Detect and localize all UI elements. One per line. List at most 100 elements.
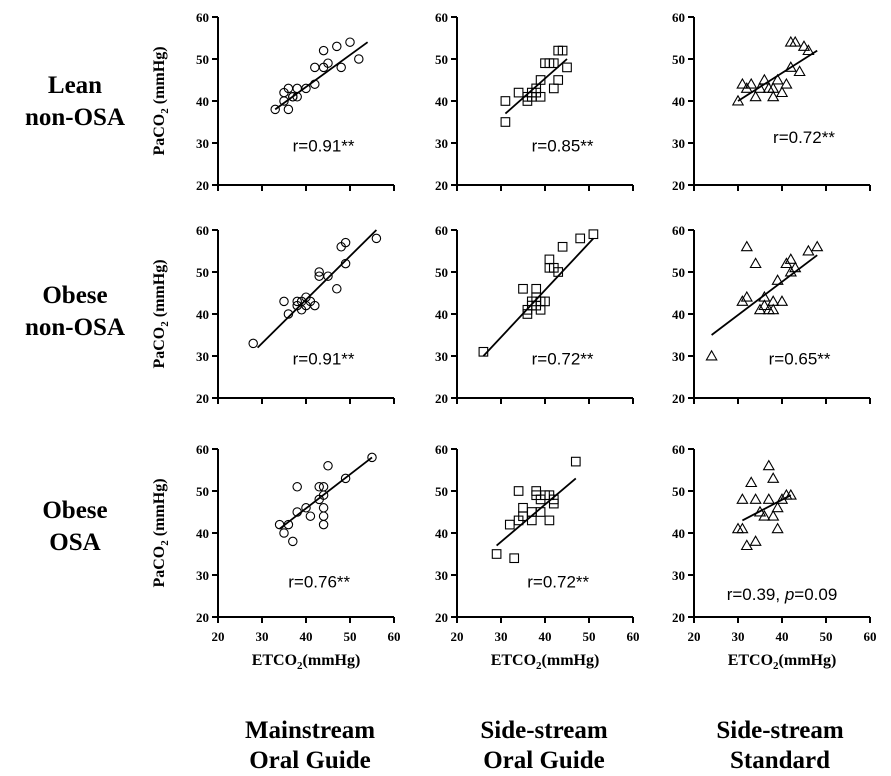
data-point-circle: [314, 482, 324, 492]
data-point-square: [491, 549, 502, 559]
data-point-square: [575, 233, 586, 244]
data-point-triangle: [736, 522, 749, 534]
x-tick-label: 50: [820, 629, 833, 644]
correlation-label: r=0.76**: [288, 573, 350, 592]
regression-line: [504, 58, 568, 115]
y-axis-label-subscript: 2: [159, 108, 171, 114]
y-tick-label: 40: [672, 307, 685, 322]
x-axis-label-unit: (mmHg): [303, 652, 361, 669]
y-tick-label: 60: [196, 442, 209, 457]
data-point-square: [544, 254, 555, 265]
data-point-triangle: [767, 509, 780, 521]
data-point-square: [535, 75, 546, 85]
data-point-triangle: [758, 509, 771, 521]
y-axis-label: PaCO2 (mmHg): [151, 478, 171, 587]
data-point-circle: [371, 233, 382, 244]
x-tick-label: 40: [539, 629, 552, 644]
row-label-2-line1: Obese: [42, 282, 107, 309]
data-point-triangle: [775, 295, 789, 306]
y-tick-label: 50: [196, 52, 209, 67]
y-tick-label: 20: [435, 610, 448, 625]
data-point-circle: [292, 296, 302, 307]
y-tick-label: 60: [672, 442, 685, 457]
data-point-circle: [340, 473, 351, 484]
data-point-triangle: [749, 535, 762, 546]
column-label-2-line1: Side-stream: [480, 717, 607, 744]
x-axis-label: ETCO2(mmHg): [728, 652, 837, 672]
y-axis-label: PaCO2 (mmHg): [151, 46, 171, 155]
data-point-triangle: [740, 240, 753, 252]
y-tick-label: 20: [672, 391, 685, 406]
y-tick-label: 60: [196, 10, 209, 25]
x-tick-label: 30: [495, 629, 508, 644]
y-tick-label: 60: [672, 10, 685, 25]
data-point-circle: [279, 296, 289, 307]
y-tick-label: 60: [435, 442, 448, 457]
y-tick-label: 50: [196, 265, 209, 280]
data-point-circle: [323, 58, 333, 68]
data-point-square: [531, 283, 542, 294]
y-tick-label: 40: [672, 526, 685, 541]
regression-line: [482, 237, 595, 357]
x-axis-label-main: ETCO: [491, 652, 536, 669]
x-tick-label: 20: [451, 629, 464, 644]
data-point-circle: [318, 490, 329, 500]
y-tick-label: 50: [672, 484, 685, 499]
data-point-triangle: [771, 73, 784, 85]
data-point-circle: [323, 461, 333, 471]
data-point-circle: [301, 83, 311, 94]
data-point-triangle: [771, 501, 784, 513]
data-point-square: [557, 241, 568, 252]
data-point-circle: [292, 482, 302, 492]
data-point-square: [509, 553, 520, 564]
data-point-circle: [332, 41, 342, 52]
y-tick-label: 20: [196, 391, 209, 406]
regression-line: [279, 456, 373, 530]
data-point-square: [553, 75, 564, 85]
data-point-triangle: [736, 77, 749, 89]
data-point-circle: [332, 284, 342, 294]
y-tick-label: 30: [196, 568, 209, 583]
x-axis-label-subscript: 2: [536, 660, 542, 672]
data-point-circle: [314, 267, 324, 277]
data-point-square: [570, 456, 581, 467]
y-tick-label: 50: [435, 484, 448, 499]
y-tick-label: 30: [672, 349, 685, 364]
x-tick-label: 60: [864, 629, 877, 644]
data-point-square: [513, 87, 524, 98]
row-labels: Lean non-OSA Obese non-OSA Obese OSA: [25, 72, 125, 556]
data-point-circle: [248, 338, 258, 349]
correlation-label: r=0.72**: [532, 349, 594, 368]
data-point-triangle: [802, 44, 815, 56]
y-tick-label: 40: [435, 526, 448, 541]
y-axis-label-unit: (mmHg): [151, 46, 168, 108]
y-tick-label: 60: [672, 223, 685, 238]
data-point-triangle: [758, 299, 771, 311]
data-point-triangle: [767, 472, 780, 483]
data-point-square: [500, 117, 511, 127]
data-point-square: [588, 229, 599, 240]
data-point-square: [518, 502, 528, 513]
regression-line: [274, 41, 369, 111]
y-axis-label-unit: (mmHg): [151, 259, 168, 321]
x-axis-label-unit: (mmHg): [779, 652, 837, 669]
x-axis-label-subscript: 2: [773, 660, 779, 672]
x-tick-label: 50: [583, 629, 596, 644]
data-point-circle: [318, 519, 329, 530]
y-tick-label: 60: [196, 223, 209, 238]
data-point-triangle: [740, 539, 753, 551]
data-point-square: [540, 296, 550, 307]
data-point-triangle: [802, 244, 815, 256]
data-point-square: [518, 283, 528, 294]
data-point-triangle: [762, 493, 775, 504]
data-point-triangle: [762, 459, 775, 471]
data-point-circle: [310, 300, 320, 311]
correlation-label: r=0.72**: [527, 573, 589, 592]
data-point-square: [513, 486, 524, 496]
y-tick-label: 20: [672, 178, 685, 193]
data-point-circle: [336, 62, 346, 73]
column-labels: Mainstream Oral Guide Side-stream Oral G…: [245, 717, 844, 774]
row-label-1-line1: Lean: [48, 72, 102, 99]
scatter-panel-r2c3: 60 50 40 30 20 r=0.65**: [672, 223, 871, 406]
